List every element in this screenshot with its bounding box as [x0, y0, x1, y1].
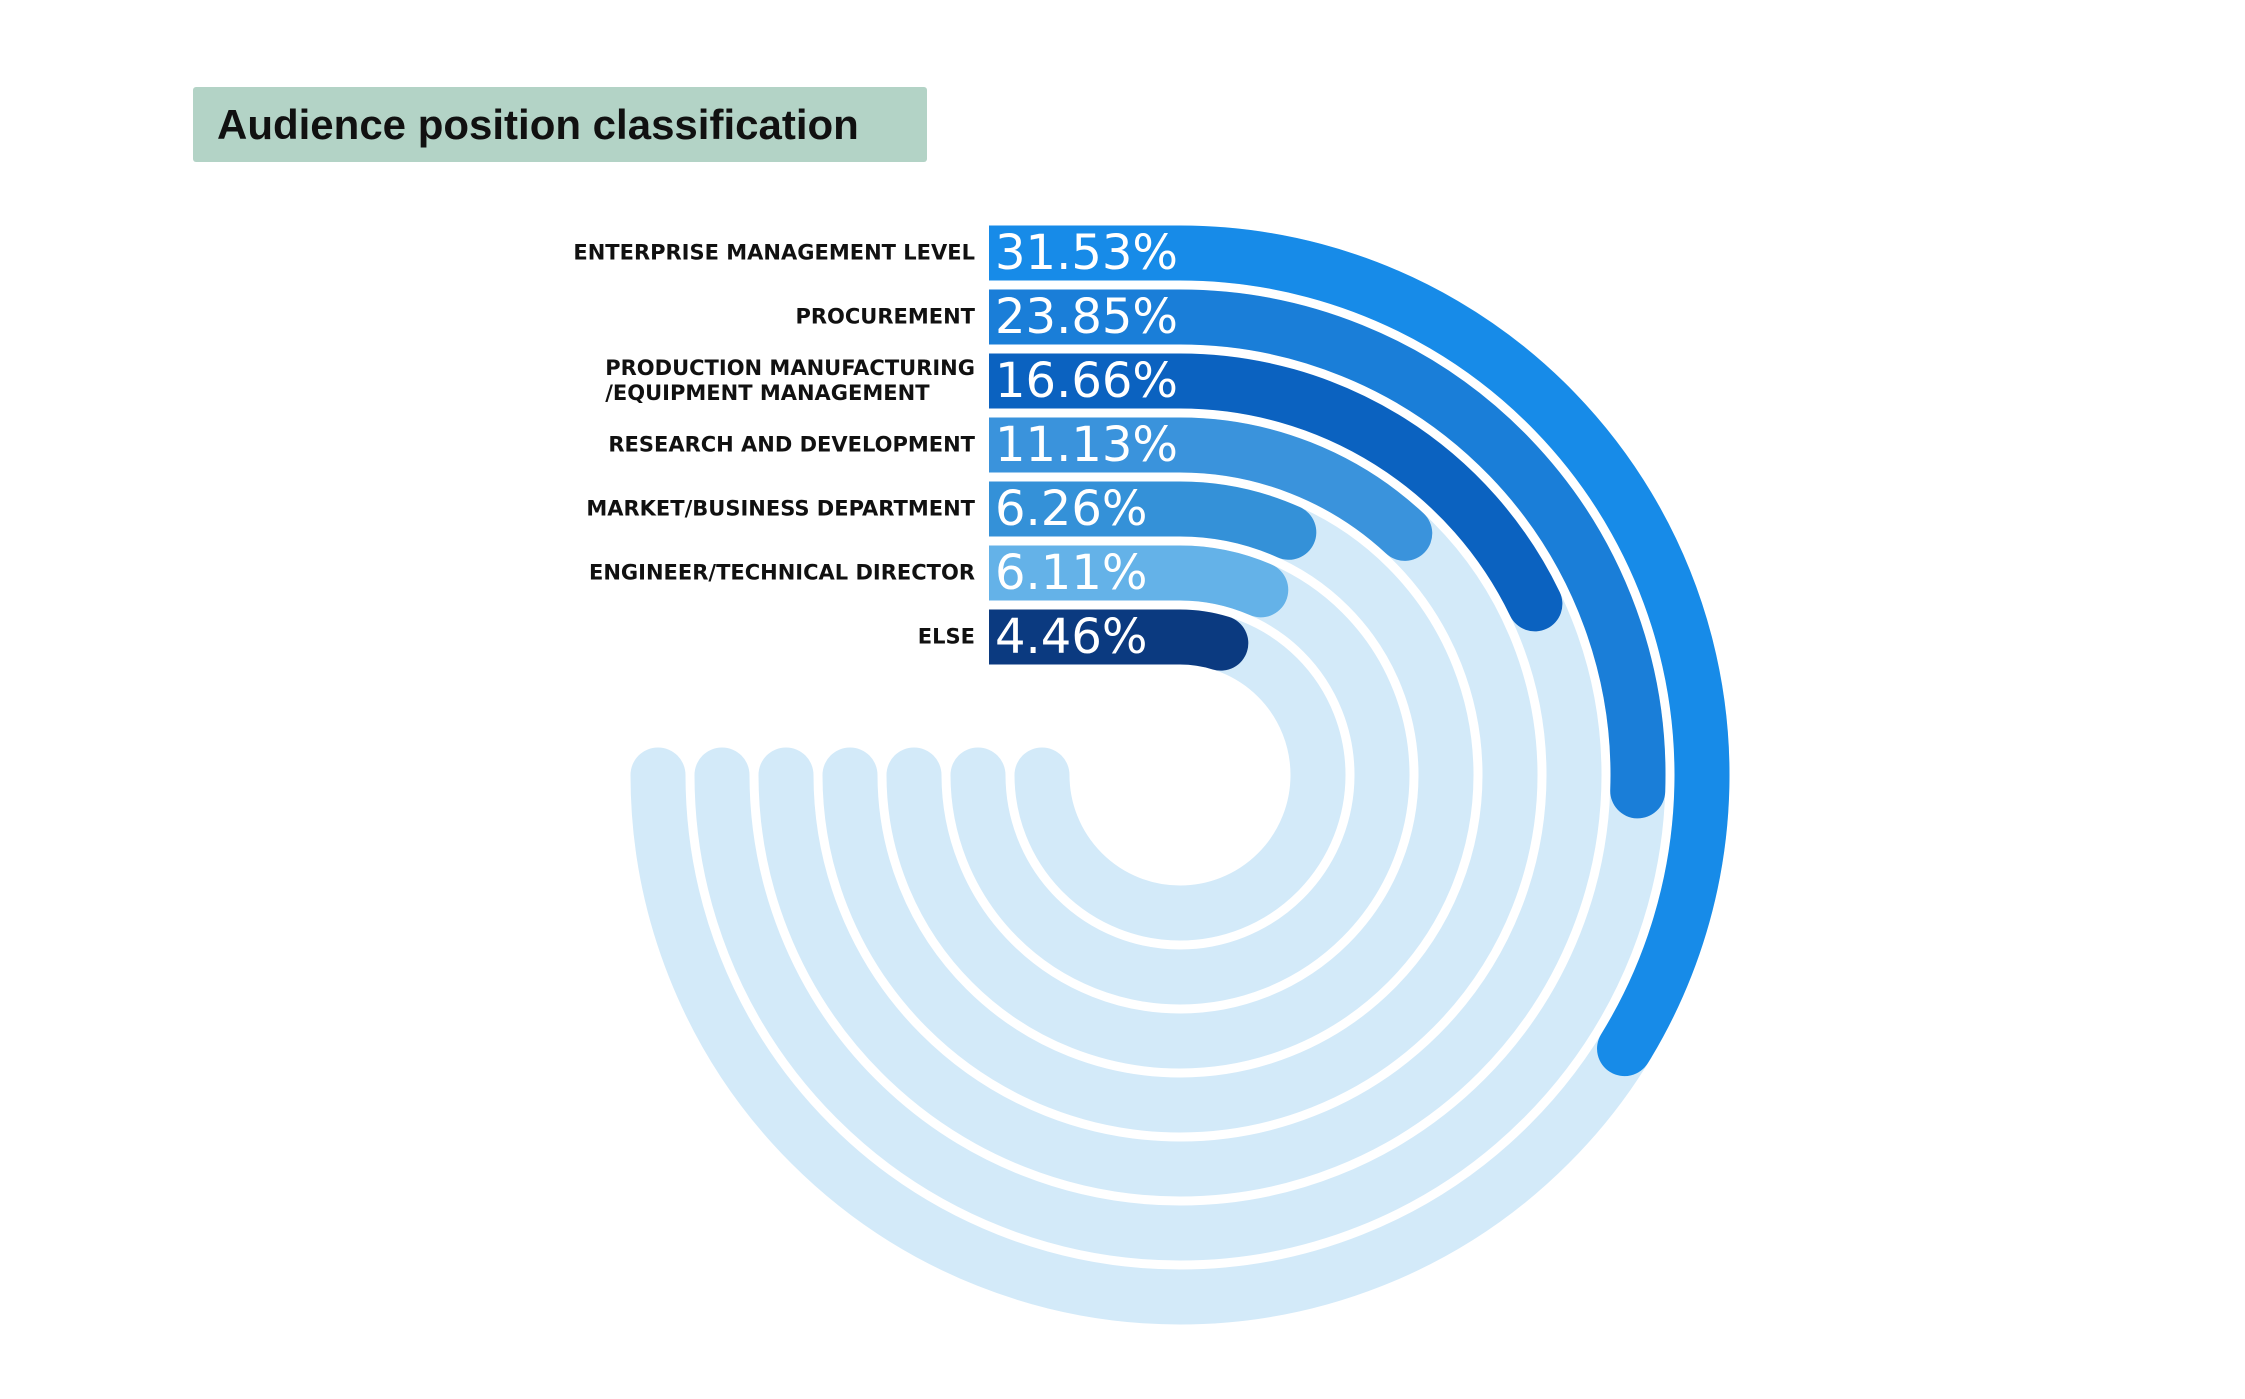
label-band: [989, 545, 1180, 601]
bar-arc: [1152, 353, 1563, 632]
category-label: MARKET/BUSINESS DEPARTMENT: [586, 496, 975, 521]
value-label: 16.66%: [995, 353, 1178, 409]
label-band: [989, 225, 1180, 281]
label-band: [989, 609, 1180, 665]
bar-arc: [1152, 609, 1249, 671]
bar-arc: [1152, 417, 1433, 561]
category-label: RESEARCH AND DEVELOPMENT: [608, 432, 975, 457]
category-label: PRODUCTION MANUFACTURING /EQUIPMENT MANA…: [605, 356, 975, 405]
bar-arc: [1152, 545, 1289, 618]
value-label: 11.13%: [995, 417, 1178, 473]
category-label: PROCUREMENT: [795, 304, 975, 329]
label-band: [989, 417, 1180, 473]
bar-arc: [1152, 289, 1666, 819]
label-band: [989, 353, 1180, 409]
category-label: ENGINEER/TECHNICAL DIRECTOR: [589, 560, 975, 585]
label-band: [989, 481, 1180, 537]
bar-arc: [1152, 481, 1317, 560]
chart-title: Audience position classification: [217, 101, 859, 148]
bar-arc: [1152, 225, 1730, 1077]
category-label: ENTERPRISE MANAGEMENT LEVEL: [573, 240, 975, 265]
value-label: 6.11%: [995, 545, 1147, 601]
track: [950, 545, 1410, 1005]
value-label: 4.46%: [995, 609, 1147, 665]
track: [1014, 609, 1346, 941]
value-label: 31.53%: [995, 225, 1178, 281]
title-box: Audience position classification: [193, 87, 927, 162]
value-label: 6.26%: [995, 481, 1147, 537]
category-label: ELSE: [917, 624, 975, 649]
track: [886, 481, 1474, 1069]
value-label: 23.85%: [995, 289, 1178, 345]
label-band: [989, 289, 1180, 345]
